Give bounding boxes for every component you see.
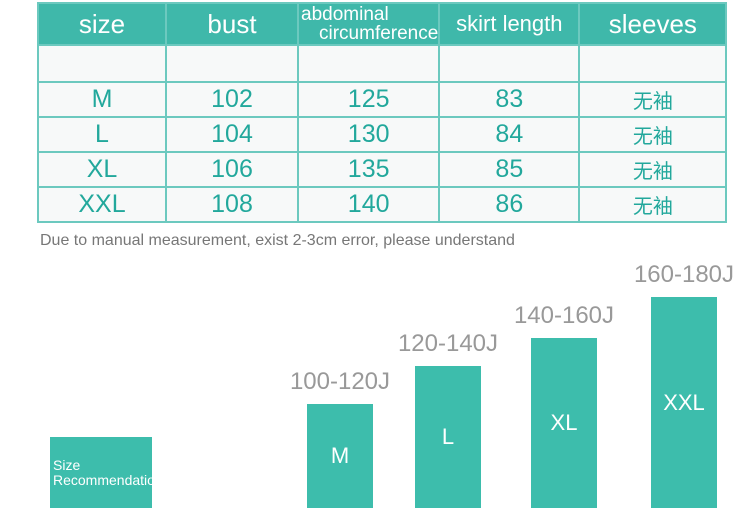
table-cell: 135 — [296, 151, 441, 188]
table-cell: 无袖 — [578, 116, 728, 153]
weight-range: 140-160J — [513, 302, 615, 329]
table-cell: XXL — [37, 186, 167, 223]
table-cell: 104 — [165, 116, 299, 153]
weight-range: 120-140J — [397, 330, 499, 357]
note: Due to manual measurement, exist 2-3cm e… — [40, 232, 515, 249]
table-cell: 无袖 — [578, 186, 728, 223]
table-cell: M — [37, 81, 167, 118]
header-cell: size — [37, 2, 167, 46]
rec-label: Recommendation — [53, 472, 163, 488]
table-cell: 无袖 — [578, 81, 728, 118]
header-cell: abdominal circumference — [296, 2, 441, 46]
size-bar: XL — [531, 338, 597, 508]
header-text: circumference — [319, 23, 439, 44]
weight-range: 160-180J — [633, 261, 735, 288]
header-cell: sleeves — [578, 2, 728, 46]
weight-range: 100-120J — [289, 368, 391, 395]
table-row: XXL 108 140 86 无袖 — [37, 186, 728, 223]
table-cell: 无袖 — [578, 151, 728, 188]
table-cell: 85 — [438, 151, 581, 188]
table-cell: L — [37, 116, 167, 153]
recommendation-box: Size Recommendation — [50, 437, 163, 508]
table-cell: 125 — [296, 81, 441, 118]
table-cell: 140 — [296, 186, 441, 223]
table-cell: 86 — [438, 186, 581, 223]
table-cell: 108 — [165, 186, 299, 223]
table-body: M 102 125 83 无袖 L 104 130 84 无袖 XL 106 135 85 无袖 XXL 108… — [37, 44, 728, 223]
table-row: M 102 125 83 无袖 — [37, 81, 728, 118]
rec-label: Size — [53, 457, 81, 473]
table-cell: 130 — [296, 116, 441, 153]
table-cell: 106 — [165, 151, 299, 188]
table-cell: 83 — [438, 81, 581, 118]
size-bar: L — [415, 366, 481, 508]
table-cell: 102 — [165, 81, 299, 118]
table-row: L 104 130 84 无袖 — [37, 116, 728, 153]
size-bar: XXL — [651, 297, 717, 508]
table-cell: XL — [37, 151, 167, 188]
size-bar: M — [307, 404, 373, 508]
header-cell: bust — [165, 2, 299, 46]
header-text: abdominal — [301, 4, 389, 25]
table-row: XL 106 135 85 无袖 — [37, 151, 728, 188]
size-table: size bust abdominal circumference skirt l… — [37, 2, 728, 223]
header-cell: skirt length — [438, 2, 581, 46]
table-cell: 84 — [438, 116, 581, 153]
